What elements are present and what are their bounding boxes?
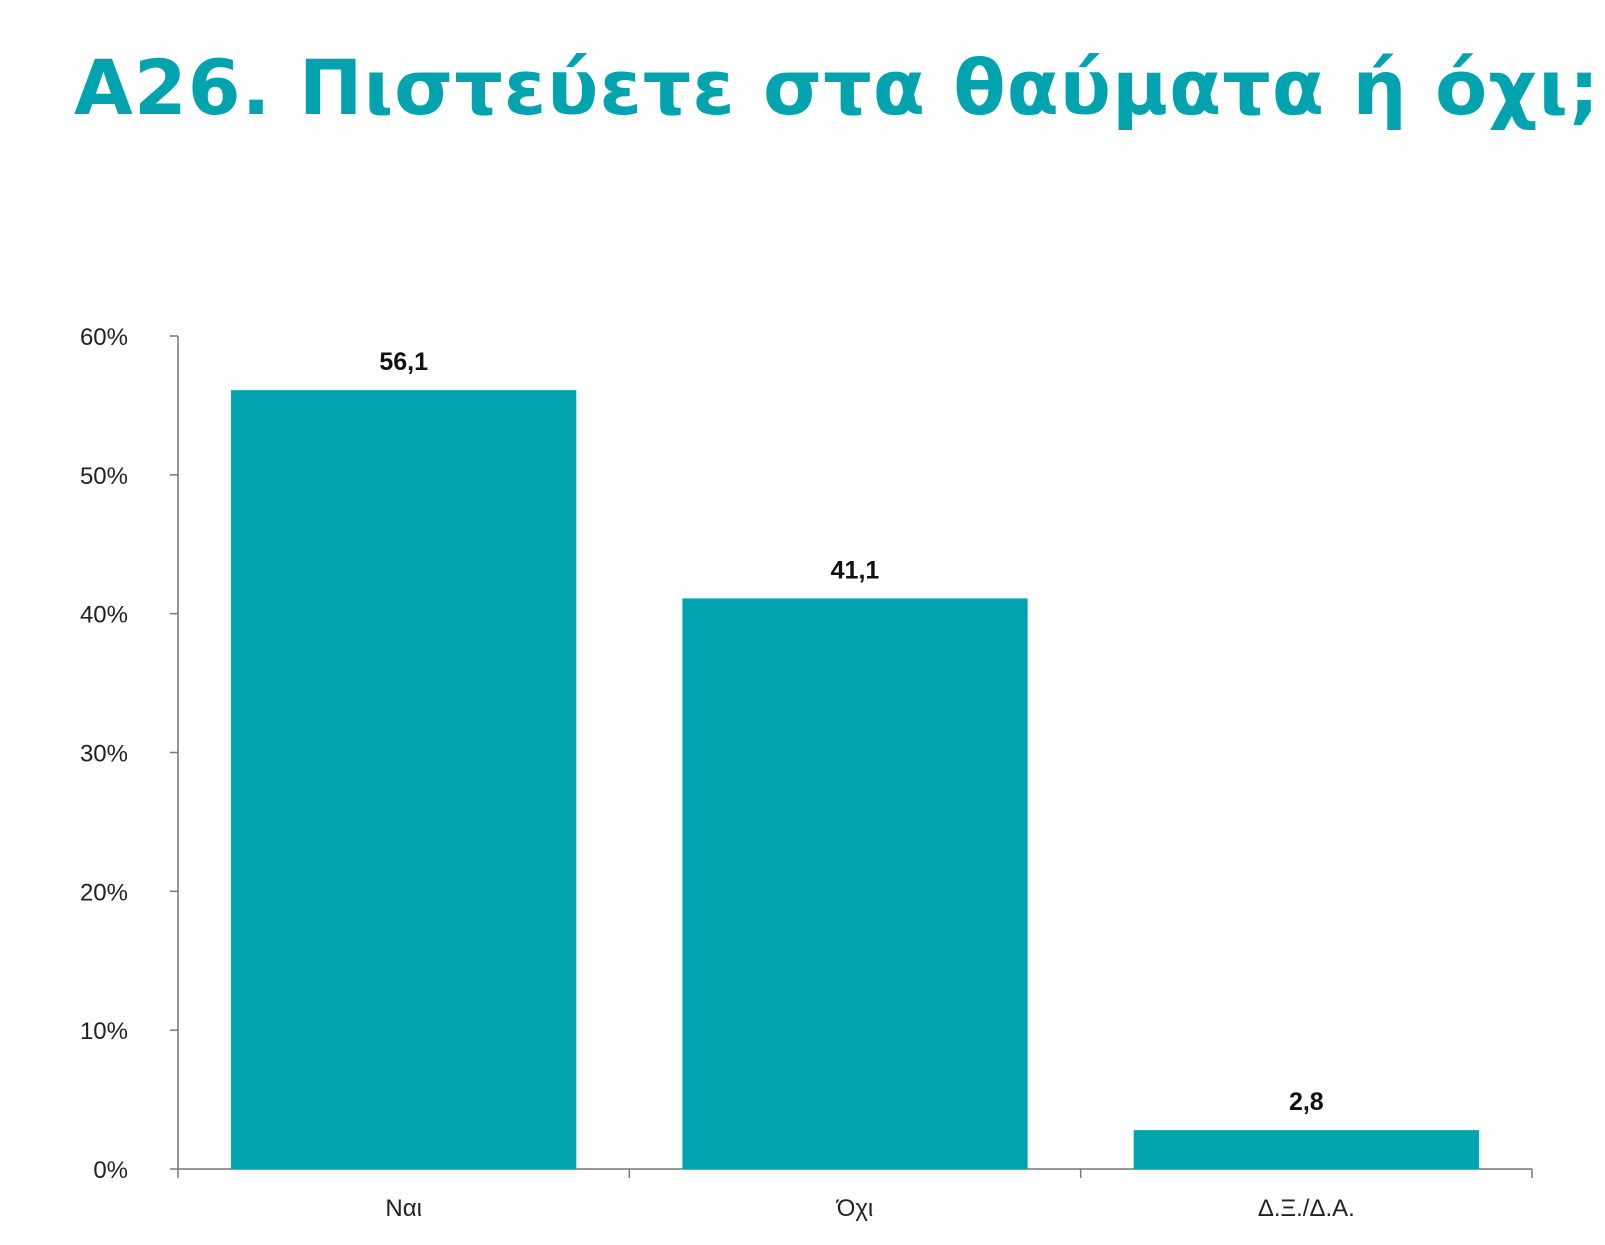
x-tick-label: Δ.Ξ./Δ.Α. xyxy=(1258,1195,1355,1222)
bars xyxy=(231,390,1479,1169)
y-tick-label: 50% xyxy=(80,463,128,490)
x-axis: Ναι Όχι Δ.Ξ./Δ.Α. xyxy=(177,1168,1533,1222)
y-tick-label: 60% xyxy=(80,324,128,351)
y-tick-label: 10% xyxy=(80,1018,128,1045)
x-tick-label: Ναι xyxy=(385,1195,422,1222)
chart-title: Α26. Πιστεύετε στα θαύματα ή όχι; xyxy=(74,43,1601,132)
x-tick-label: Όχι xyxy=(836,1195,874,1222)
y-axis: 0% 10% 20% 30% 40% 50% 60% xyxy=(80,324,179,1184)
data-label: 41,1 xyxy=(831,556,880,584)
data-label: 2,8 xyxy=(1289,1088,1324,1116)
y-tick-label: 20% xyxy=(80,879,128,906)
data-label: 56,1 xyxy=(379,348,428,376)
y-tick-label: 40% xyxy=(80,602,128,629)
bar xyxy=(682,598,1028,1169)
y-tick-label: 30% xyxy=(80,741,128,768)
data-labels: 56,1 41,1 2,8 xyxy=(379,348,1323,1116)
bar xyxy=(1133,1130,1479,1169)
y-tick-label: 0% xyxy=(93,1157,128,1184)
bar xyxy=(231,390,577,1169)
